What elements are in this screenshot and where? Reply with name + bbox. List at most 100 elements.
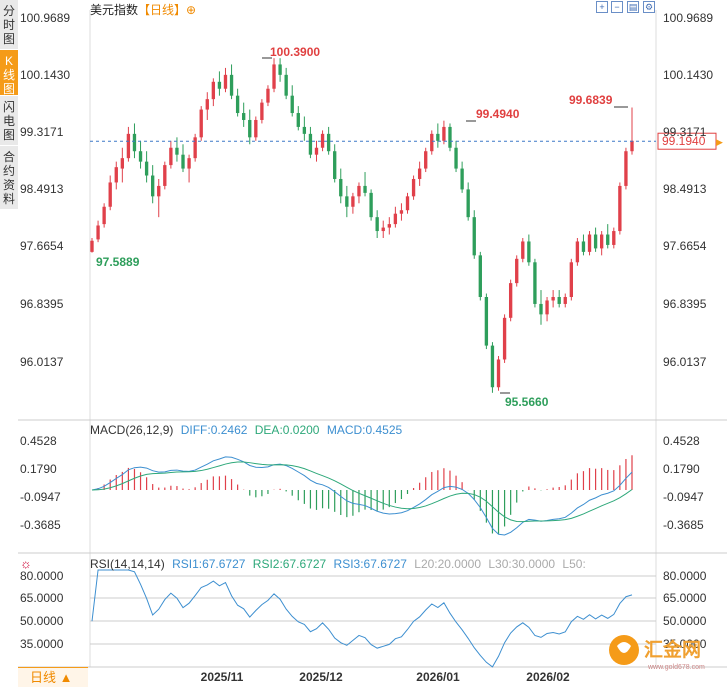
candle-body <box>138 151 143 162</box>
x-axis-label: 2026/01 <box>416 670 460 684</box>
rsi-tick-left: 35.0000 <box>20 637 64 651</box>
candle-body <box>424 151 428 169</box>
candle-body <box>345 196 349 207</box>
macd-tick-right: 0.4528 <box>663 434 700 448</box>
candle-body <box>557 297 561 304</box>
candle-body <box>169 147 173 166</box>
candle-body <box>545 300 549 315</box>
watermark-logo: 汇金网 www.gold678.com <box>608 630 718 674</box>
candle-body <box>163 165 167 186</box>
candle-body <box>496 359 501 388</box>
chart-title: 美元指数【日线】⊕ <box>90 1 196 18</box>
candle-body <box>260 102 264 120</box>
rsi3-value: RSI3:67.6727 <box>333 557 407 571</box>
candle-body <box>478 255 482 298</box>
chart-type-icon[interactable]: ▤ <box>627 1 639 13</box>
candle-body <box>399 210 404 214</box>
macd-tick-right: 0.1790 <box>663 462 700 476</box>
tab-contract-info[interactable]: 合约资料 <box>0 146 18 210</box>
candlestick-series <box>90 58 634 393</box>
rsi-l50: L50: <box>562 557 586 571</box>
candle-body <box>333 151 337 179</box>
candle-body <box>326 133 331 152</box>
tab-flash[interactable]: 闪电图 <box>0 96 18 146</box>
candle-body <box>187 158 191 169</box>
candle-body <box>624 151 628 186</box>
candle-body <box>448 126 452 148</box>
macd-tick-right: -0.0947 <box>663 490 704 504</box>
svg-text:www.gold678.com: www.gold678.com <box>647 664 705 671</box>
price-tick-left: 99.3171 <box>20 125 64 139</box>
candle-body <box>630 140 634 152</box>
price-tick-left: 98.4913 <box>20 182 64 196</box>
candle-body <box>357 185 361 197</box>
macd-dea-line <box>91 461 633 523</box>
rsi2-value: RSI2:67.6727 <box>252 557 327 571</box>
candle-body <box>587 234 592 252</box>
candle-body <box>508 283 513 318</box>
price-tick-right: 100.9689 <box>663 11 713 25</box>
candle-body <box>193 137 197 159</box>
rsi-panel <box>90 569 656 668</box>
candle-body <box>490 345 495 388</box>
candle-body <box>181 154 185 169</box>
zoom-in-icon[interactable]: + <box>596 1 608 13</box>
tab-timeshare[interactable]: 分时图 <box>0 0 18 50</box>
candle-body <box>442 126 446 141</box>
candle-body <box>90 240 94 252</box>
price-tick-left: 97.6654 <box>20 239 64 253</box>
candle-body <box>612 231 616 245</box>
candle-body <box>569 262 573 298</box>
candle-body <box>120 158 125 169</box>
macd-tick-left: 0.4528 <box>20 434 57 448</box>
price-tick-right: 100.1430 <box>663 68 713 82</box>
candle-body <box>466 189 470 218</box>
candle-body <box>126 133 131 159</box>
x-axis-label: 2026/02 <box>526 670 570 684</box>
candle-body <box>515 258 519 284</box>
macd-diff-line <box>91 456 633 536</box>
macd-label: MACD(26,12,9) <box>90 423 174 437</box>
sun-icon[interactable]: ☼ <box>20 556 32 571</box>
candle-body <box>302 126 307 134</box>
candle-body <box>563 297 567 304</box>
rsi-tick-right: 80.0000 <box>663 569 707 583</box>
price-tick-right: 97.6654 <box>663 239 707 253</box>
candle-body <box>339 178 343 197</box>
price-tick-right: 99.3171 <box>663 125 707 139</box>
price-tick-left: 100.9689 <box>20 11 70 25</box>
rsi-line <box>91 569 633 668</box>
candle-body <box>157 185 161 197</box>
candle-body <box>229 74 234 96</box>
zoom-out-icon[interactable]: − <box>611 1 623 13</box>
high1-label: 100.3900 <box>270 45 320 59</box>
candle-body <box>296 113 300 127</box>
candle-body <box>278 64 282 75</box>
candle-body <box>430 133 434 152</box>
candle-body <box>132 133 137 152</box>
candle-body <box>417 168 422 179</box>
price-tick-right: 96.0137 <box>663 355 707 369</box>
period-selector[interactable]: 【日线】 <box>138 3 187 17</box>
macd-dea: DEA:0.0200 <box>254 423 320 437</box>
rsi-legend: RSI(14,14,14) RSI1:67.6727 RSI2:67.6727 … <box>90 557 586 571</box>
candle-body <box>144 161 149 176</box>
macd-value: MACD:0.4525 <box>326 423 403 437</box>
candle-body <box>242 113 246 120</box>
price-tick-left: 100.1430 <box>20 68 70 82</box>
rsi-tick-left: 50.0000 <box>20 614 64 628</box>
x-axis-label: 2025/12 <box>299 670 343 684</box>
rsi-l20: L20:20.0000 <box>414 557 481 571</box>
settings-icon[interactable]: ⚙ <box>643 1 655 13</box>
candle-body <box>217 81 222 89</box>
low2-label: 95.5660 <box>505 395 549 409</box>
macd-panel <box>91 455 633 536</box>
period-tab[interactable]: 日线 ▲ <box>18 667 88 687</box>
tab-kline[interactable]: K线图 <box>0 50 18 96</box>
rsi-tick-right: 50.0000 <box>663 614 707 628</box>
candle-body <box>205 99 209 110</box>
add-icon[interactable]: ⊕ <box>186 3 197 17</box>
rsi-tick-right: 35.0000 <box>663 637 707 651</box>
macd-diff: DIFF:0.2462 <box>180 423 248 437</box>
